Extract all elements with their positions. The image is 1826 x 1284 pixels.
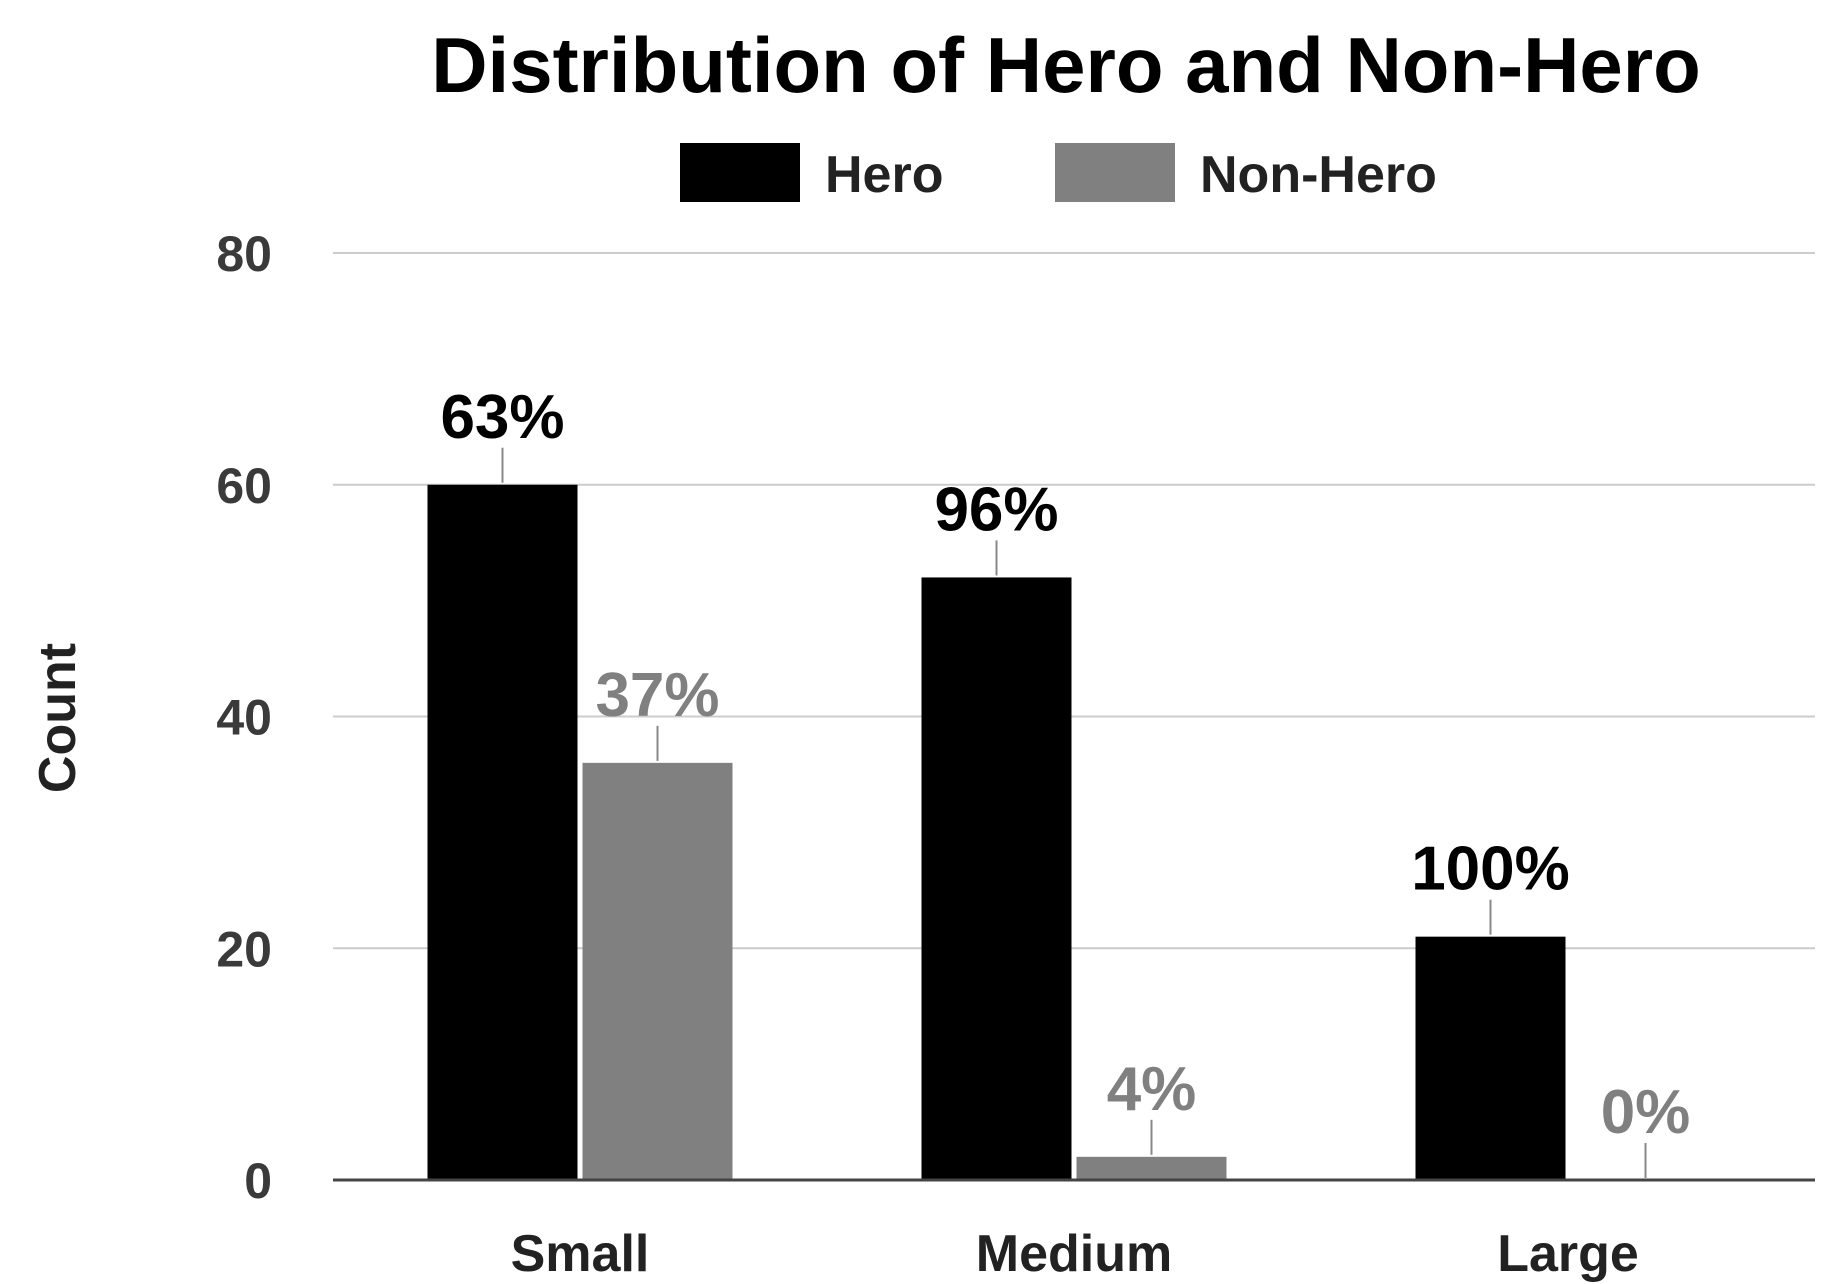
label-leader-lines (501, 447, 1647, 1178)
bar-hero-large (1415, 936, 1566, 1180)
y-tick-label-40: 40 (216, 690, 272, 746)
y-axis-label: Count (29, 643, 87, 793)
data-label-hero-medium: 96% (934, 475, 1058, 544)
data-label-non-hero-small: 37% (595, 661, 719, 730)
x-tick-label-small: Small (511, 1225, 650, 1283)
gridlines (333, 252, 1815, 950)
bars (427, 484, 1566, 1180)
legend-swatch-non-hero (1055, 143, 1175, 202)
bar-hero-medium (921, 577, 1072, 1180)
data-label-hero-large: 100% (1411, 835, 1570, 904)
x-tick-label-large: Large (1497, 1225, 1639, 1283)
x-axis-categories: Small Medium Large (511, 1225, 1639, 1283)
chart-title: Distribution of Hero and Non-Hero (431, 21, 1701, 109)
y-tick-label-0: 0 (244, 1153, 272, 1209)
y-tick-label-80: 80 (216, 226, 272, 282)
legend-label-hero: Hero (825, 146, 943, 204)
data-label-non-hero-medium: 4% (1107, 1055, 1197, 1124)
legend: Hero Non-Hero (680, 143, 1437, 204)
y-tick-label-20: 20 (216, 921, 272, 977)
data-label-non-hero-large: 0% (1601, 1078, 1691, 1147)
y-tick-label-60: 60 (216, 458, 272, 514)
bar-hero-small (427, 484, 578, 1180)
data-labels: 63% 37% 96% 4% 100% 0% (440, 383, 1690, 1147)
bar-non-hero-medium (1076, 1156, 1227, 1180)
bar-non-hero-small (582, 762, 733, 1180)
legend-label-non-hero: Non-Hero (1200, 146, 1437, 204)
data-label-hero-small: 63% (440, 383, 564, 452)
legend-swatch-hero (680, 143, 800, 202)
x-tick-label-medium: Medium (976, 1225, 1172, 1283)
y-axis-ticks: 0 20 40 60 80 (216, 226, 272, 1209)
